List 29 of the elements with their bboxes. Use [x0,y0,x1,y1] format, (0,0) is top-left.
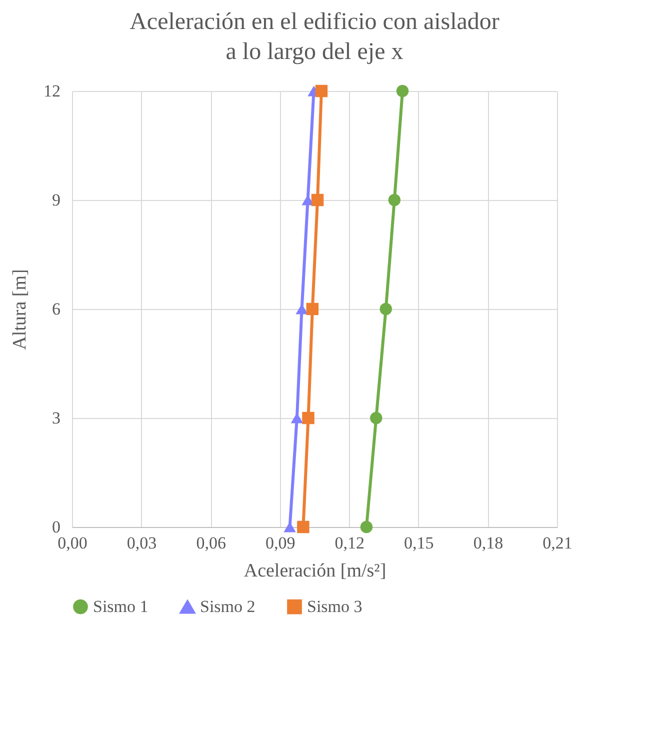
x-tick-label: 0,03 [126,534,157,552]
point [360,520,373,534]
x-tick-label: 0,09 [265,534,296,552]
chart-title: Aceleración en el edificio con aislador a lo largo del eje x [130,9,500,65]
legend-label: Sismo 3 [307,596,362,616]
x-tick-label: 0,21 [542,534,572,552]
x-tick-label: 0,18 [473,534,504,552]
point [370,412,382,424]
point [297,520,310,534]
point [388,194,401,206]
point [306,302,319,316]
point [311,194,324,206]
legend-label: Sismo 1 [93,596,148,616]
point [380,302,392,316]
y-tick-label: 9 [52,190,60,210]
x-tick-label: 0,00 [58,534,88,552]
y-tick-label: 0 [52,518,60,536]
x-tick-label: 0,15 [404,534,434,552]
x-tick-label: 0,12 [334,534,365,552]
point [396,84,409,98]
x-tick-label: 0,06 [196,534,226,552]
y-axis-title: Altura [m] [10,269,30,350]
point [315,84,328,98]
x-axis-title: Aceleración [m/s²] [244,560,386,582]
point [302,412,314,424]
legend-label: Sismo 2 [200,597,256,616]
y-tick-label: 6 [52,300,60,318]
y-tick-label: 12 [44,82,60,100]
y-tick-label: 3 [52,408,60,428]
